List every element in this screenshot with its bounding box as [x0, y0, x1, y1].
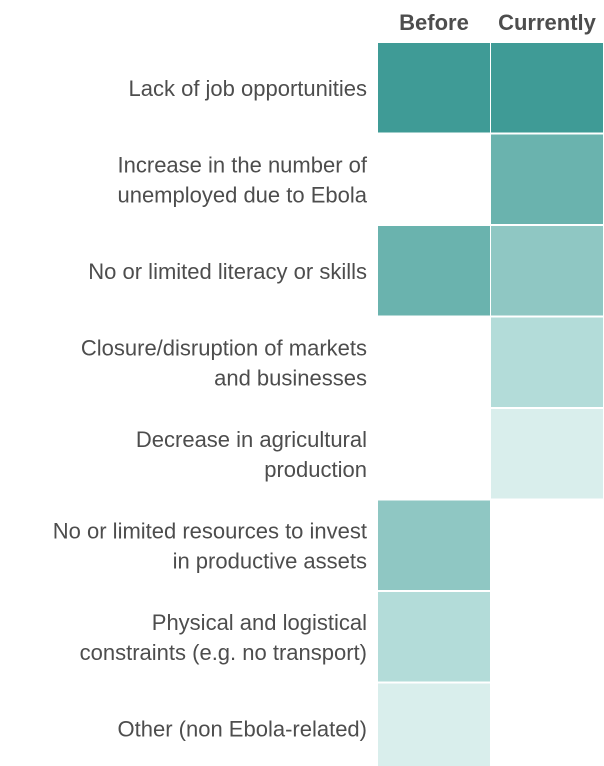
heatmap-cells [378, 43, 603, 766]
cell-currently-row-2 [491, 226, 603, 316]
row-labels: Lack of job opportunities Increase in the… [53, 76, 368, 741]
row-label-line: unemployed due to Ebola [117, 182, 367, 207]
row-label-line: No or limited resources to invest [53, 518, 367, 543]
row-label-line: constraints (e.g. no transport) [80, 640, 367, 665]
cell-before-row-0 [378, 43, 490, 133]
column-header-before: Before [399, 10, 469, 35]
row-label-line: Physical and logistical [152, 610, 367, 635]
row-label-1: Increase in the number of unemployed due … [117, 152, 367, 207]
row-label-7: Other (non Ebola-related) [118, 716, 367, 741]
row-label-2: No or limited literacy or skills [88, 259, 367, 284]
column-header-currently: Currently [498, 10, 597, 35]
column-headers: Before Currently [399, 10, 597, 35]
cell-before-row-5 [378, 500, 490, 590]
row-label-line: in productive assets [173, 548, 367, 573]
cell-before-row-2 [378, 226, 490, 316]
row-label-0: Lack of job opportunities [129, 76, 368, 101]
cell-currently-row-0 [491, 43, 603, 133]
row-label-line: Other (non Ebola-related) [118, 716, 367, 741]
row-label-line: and businesses [214, 365, 367, 390]
row-label-line: Closure/disruption of markets [81, 335, 367, 360]
row-label-4: Decrease in agricultural production [136, 427, 367, 482]
row-label-line: Increase in the number of [118, 152, 368, 177]
row-label-line: Decrease in agricultural [136, 427, 367, 452]
row-label-line: Lack of job opportunities [129, 76, 368, 101]
row-label-5: No or limited resources to invest in prod… [53, 518, 367, 573]
cell-before-row-6 [378, 592, 490, 682]
cell-currently-row-1 [491, 134, 603, 224]
row-label-3: Closure/disruption of markets and busines… [81, 335, 367, 390]
row-label-6: Physical and logistical constraints (e.g.… [80, 610, 367, 665]
row-label-line: production [264, 457, 367, 482]
cell-currently-row-3 [491, 317, 603, 407]
cell-currently-row-4 [491, 409, 603, 499]
row-label-line: No or limited literacy or skills [88, 259, 367, 284]
cell-before-row-7 [378, 683, 490, 766]
